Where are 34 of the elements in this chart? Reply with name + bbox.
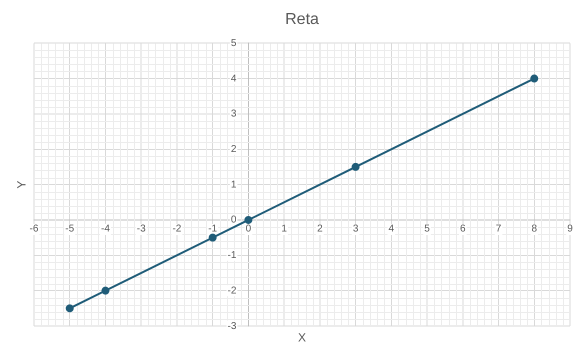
point — [244, 216, 252, 224]
y-tick-label: 3 — [230, 108, 237, 120]
x-tick-label: 3 — [352, 224, 359, 235]
y-tick-label: 2 — [230, 144, 237, 155]
x-tick-label: 5 — [424, 224, 430, 235]
x-tick-label: 9 — [567, 224, 574, 235]
x-tick-label: 6 — [460, 224, 466, 235]
y-tick-label: -1 — [227, 250, 237, 262]
point — [352, 162, 360, 171]
point — [66, 304, 74, 312]
chart-title: Reta — [285, 11, 319, 28]
x-tick-label: -1 — [208, 224, 218, 235]
x-tick-label: 0 — [246, 224, 252, 235]
point — [101, 286, 110, 295]
y-tick-label: 4 — [230, 73, 237, 84]
x-tick-label: 1 — [281, 224, 288, 235]
x-tick-label: -5 — [65, 224, 75, 235]
x-tick-label: -4 — [101, 224, 110, 235]
x-tick-label: 2 — [317, 224, 324, 235]
x-tick-label: -3 — [136, 224, 146, 235]
point — [530, 74, 538, 83]
y-axis-title: Y — [14, 180, 28, 189]
x-tick-label: -6 — [30, 224, 39, 235]
y-tick-label: 5 — [230, 38, 237, 49]
x-tick-label: 7 — [496, 224, 502, 235]
y-tick-label: -2 — [227, 285, 237, 296]
x-tick-label: 4 — [388, 224, 395, 235]
y-tick-label: -3 — [227, 320, 237, 332]
x-tick-label: -2 — [172, 224, 182, 235]
y-tick-label: 1 — [230, 179, 237, 190]
x-tick-label: 8 — [531, 224, 538, 235]
point — [208, 234, 217, 242]
y-tick-label: 0 — [230, 214, 237, 226]
x-axis-title: X — [298, 330, 306, 344]
